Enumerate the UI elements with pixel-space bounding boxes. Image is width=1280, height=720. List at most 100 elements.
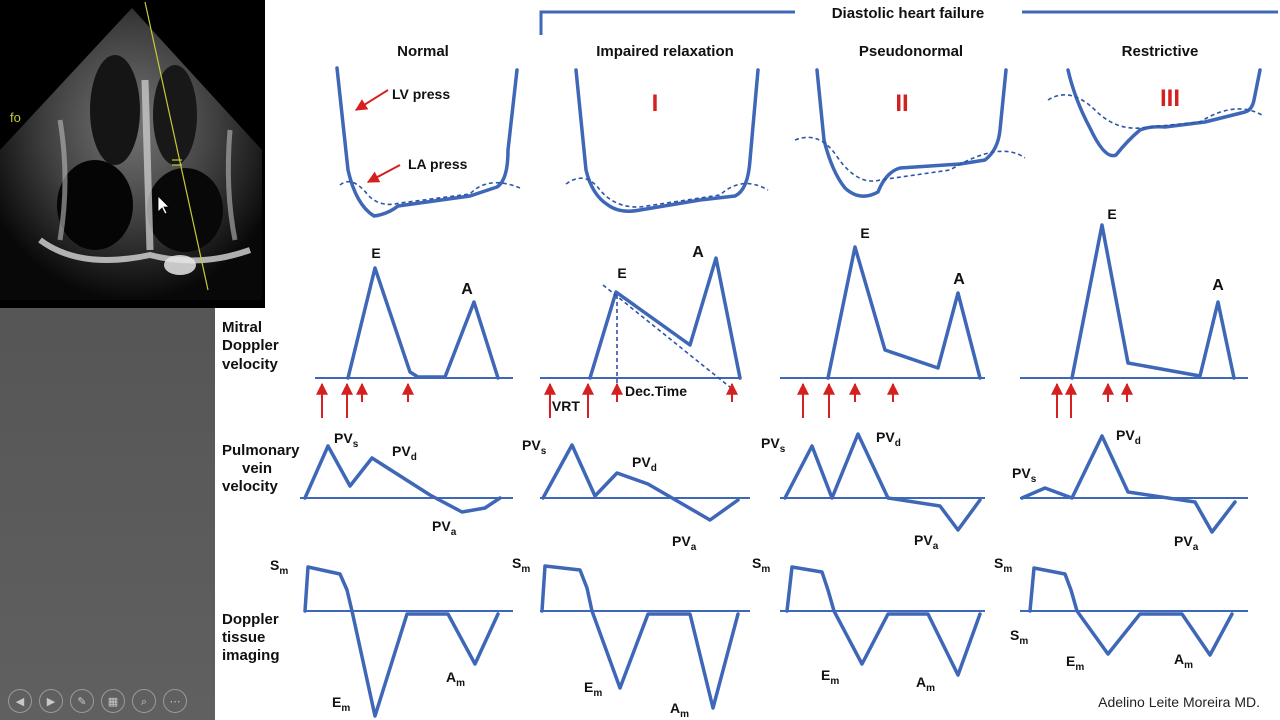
zoom-button[interactable]: ⌕ xyxy=(132,689,156,713)
pulmonary-label-line3: velocity xyxy=(222,478,279,495)
pulmonary-label-line1: Pulmonary xyxy=(222,442,300,459)
timing-arrows xyxy=(316,382,1133,418)
pv-d-pseudonormal: PVd xyxy=(876,429,901,449)
see-all-slides-button[interactable]: ▦ xyxy=(101,689,125,713)
more-icon: ⋯ xyxy=(169,694,181,708)
lv-pressure-impaired xyxy=(574,68,760,213)
pulmonary-pseudonormal xyxy=(783,432,982,532)
la-press-label: LA press xyxy=(408,156,468,172)
tissue-normal xyxy=(303,565,500,718)
previous-icon: ◀ xyxy=(15,694,25,708)
la-pressure-normal xyxy=(339,180,521,206)
mouse-pointer-icon xyxy=(157,195,170,215)
bracket-title: Diastolic heart failure xyxy=(832,5,985,22)
la-press-arrow xyxy=(366,164,401,183)
tissue-label-line3: imaging xyxy=(222,647,280,664)
column-title-restrictive: Restrictive xyxy=(1122,43,1199,60)
pressure-row: LV press LA press xyxy=(335,66,1263,218)
tissue-doppler-row: Doppler tissue imaging Sm Em Am Sm Em Am… xyxy=(222,555,1248,720)
grade-i: I xyxy=(652,90,659,117)
pv-a-pseudonormal: PVa xyxy=(914,532,939,552)
pv-d-impaired: PVd xyxy=(632,454,657,474)
lv-pressure-normal xyxy=(335,66,519,218)
sm-pseudonormal: Sm xyxy=(752,555,770,575)
dec-time-label: Dec.Time xyxy=(625,383,687,399)
mitral-a-impaired: A xyxy=(692,244,704,261)
mitral-label-line2: Doppler xyxy=(222,337,279,354)
pv-a-restrictive: PVa xyxy=(1174,533,1199,553)
column-title-pseudonormal: Pseudonormal xyxy=(859,43,963,60)
mitral-doppler-row: Mitral Doppler velocity E A E A IVRT Dec… xyxy=(222,206,1248,418)
mitral-label-line3: velocity xyxy=(222,356,279,373)
mitral-restrictive xyxy=(1070,223,1236,380)
lv-pressure-pseudonormal xyxy=(815,68,1008,198)
pulmonary-label-line2: vein xyxy=(242,460,272,477)
column-title-impaired: Impaired relaxation xyxy=(596,43,734,60)
echo-label: fo xyxy=(10,110,21,125)
pv-a-impaired: PVa xyxy=(672,533,697,553)
mitral-e-pseudonormal: E xyxy=(860,225,869,241)
more-options-button[interactable]: ⋯ xyxy=(163,689,187,713)
tissue-label-line1: Doppler xyxy=(222,611,279,628)
pv-a-normal: PVa xyxy=(432,518,457,538)
la-pressure-impaired xyxy=(565,177,769,208)
presentation-toolbar: ◀ ▶ ✎ ▦ ⌕ ⋯ xyxy=(8,689,187,715)
am-pseudonormal: Am xyxy=(916,674,935,694)
pulmonary-impaired xyxy=(541,443,740,522)
pv-s-impaired: PVs xyxy=(522,437,547,457)
pv-d-restrictive: PVd xyxy=(1116,427,1141,447)
lv-press-arrow xyxy=(354,89,389,111)
mitral-e-impaired: E xyxy=(617,265,626,281)
em-normal: Em xyxy=(332,694,350,714)
slides-grid-icon: ▦ xyxy=(107,694,119,708)
grade-iii: III xyxy=(1160,85,1180,112)
am-restrictive: Am xyxy=(1174,651,1193,671)
pulmonary-normal xyxy=(303,444,502,514)
mitral-a-normal: A xyxy=(461,281,473,298)
tissue-label-line2: tissue xyxy=(222,629,265,646)
mitral-a-restrictive: A xyxy=(1212,277,1224,294)
pv-s-pseudonormal: PVs xyxy=(761,435,786,455)
pv-s-normal: PVs xyxy=(334,430,359,450)
mitral-e-restrictive: E xyxy=(1107,206,1116,222)
pulmonary-restrictive xyxy=(1020,434,1237,534)
next-slide-button[interactable]: ▶ xyxy=(39,689,63,713)
pulmonary-vein-row: Pulmonary vein velocity PVs PVd PVa PVs … xyxy=(222,427,1248,553)
mitral-impaired xyxy=(588,256,742,380)
next-icon: ▶ xyxy=(46,694,56,708)
sm-impaired: Sm xyxy=(512,555,530,575)
pv-d-normal: PVd xyxy=(392,443,417,463)
sm-restrictive-top: Sm xyxy=(994,555,1012,575)
tissue-restrictive xyxy=(1028,566,1234,657)
pen-icon: ✎ xyxy=(77,694,87,708)
column-title-normal: Normal xyxy=(397,43,449,60)
pen-tool-button[interactable]: ✎ xyxy=(70,689,94,713)
mitral-normal xyxy=(346,266,500,380)
am-normal: Am xyxy=(446,669,465,689)
la-pressure-restrictive xyxy=(1047,94,1263,129)
mitral-label-line1: Mitral xyxy=(222,319,262,336)
decel-slope-impaired xyxy=(602,284,737,393)
grade-ii: II xyxy=(895,90,908,117)
lv-pressure-restrictive xyxy=(1066,68,1262,158)
em-pseudonormal: Em xyxy=(821,667,839,687)
zoom-icon: ⌕ xyxy=(140,694,148,708)
lv-press-label: LV press xyxy=(392,86,450,102)
diastolic-hf-bracket: Diastolic heart failure xyxy=(539,5,1278,35)
ivrt-label: IVRT xyxy=(548,398,580,414)
sm-restrictive-bottom: Sm xyxy=(1010,627,1028,647)
author-credit: Adelino Leite Moreira MD. xyxy=(1098,694,1260,710)
sm-normal: Sm xyxy=(270,557,288,577)
previous-slide-button[interactable]: ◀ xyxy=(8,689,32,713)
mitral-e-normal: E xyxy=(371,245,380,261)
echocardiogram-image: fo xyxy=(0,0,265,308)
em-restrictive: Em xyxy=(1066,653,1084,673)
am-impaired: Am xyxy=(670,700,689,720)
slide-canvas xyxy=(215,0,1280,720)
pv-s-restrictive: PVs xyxy=(1012,465,1037,485)
mitral-a-pseudonormal: A xyxy=(953,271,965,288)
em-impaired: Em xyxy=(584,679,602,699)
mitral-pseudonormal xyxy=(826,245,982,380)
tissue-impaired xyxy=(540,564,740,710)
